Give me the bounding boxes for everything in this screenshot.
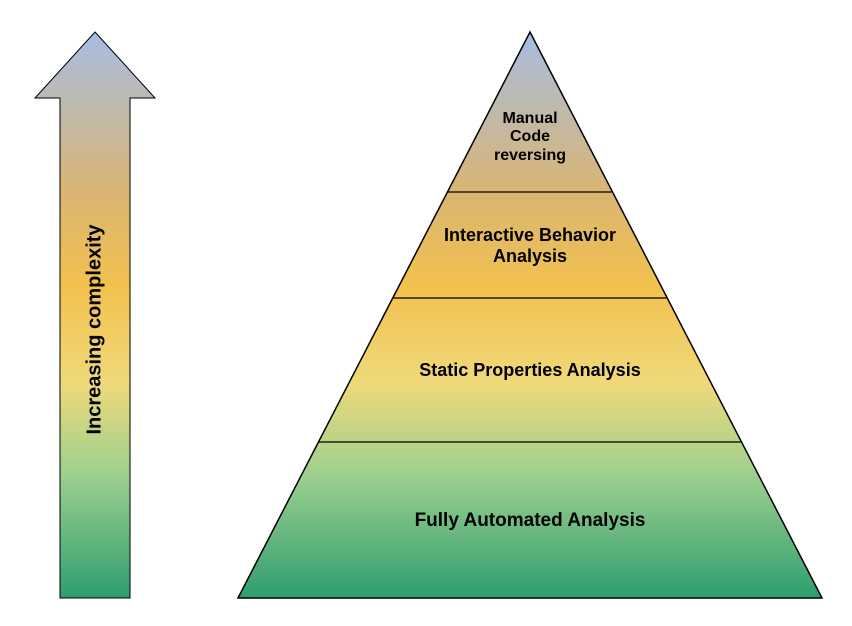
pyramid-tier-label-1: ManualCodereversing [480,110,580,165]
pyramid-tier-label-3: Static Properties Analysis [395,360,665,381]
complexity-arrow-label: Increasing complexity [84,210,107,450]
pyramid-tier-label-2: Interactive BehaviorAnalysis [425,225,635,266]
diagram-stage: Increasing complexity ManualCodereversin… [0,0,852,621]
pyramid-tier-label-4: Fully Automated Analysis [380,510,680,532]
